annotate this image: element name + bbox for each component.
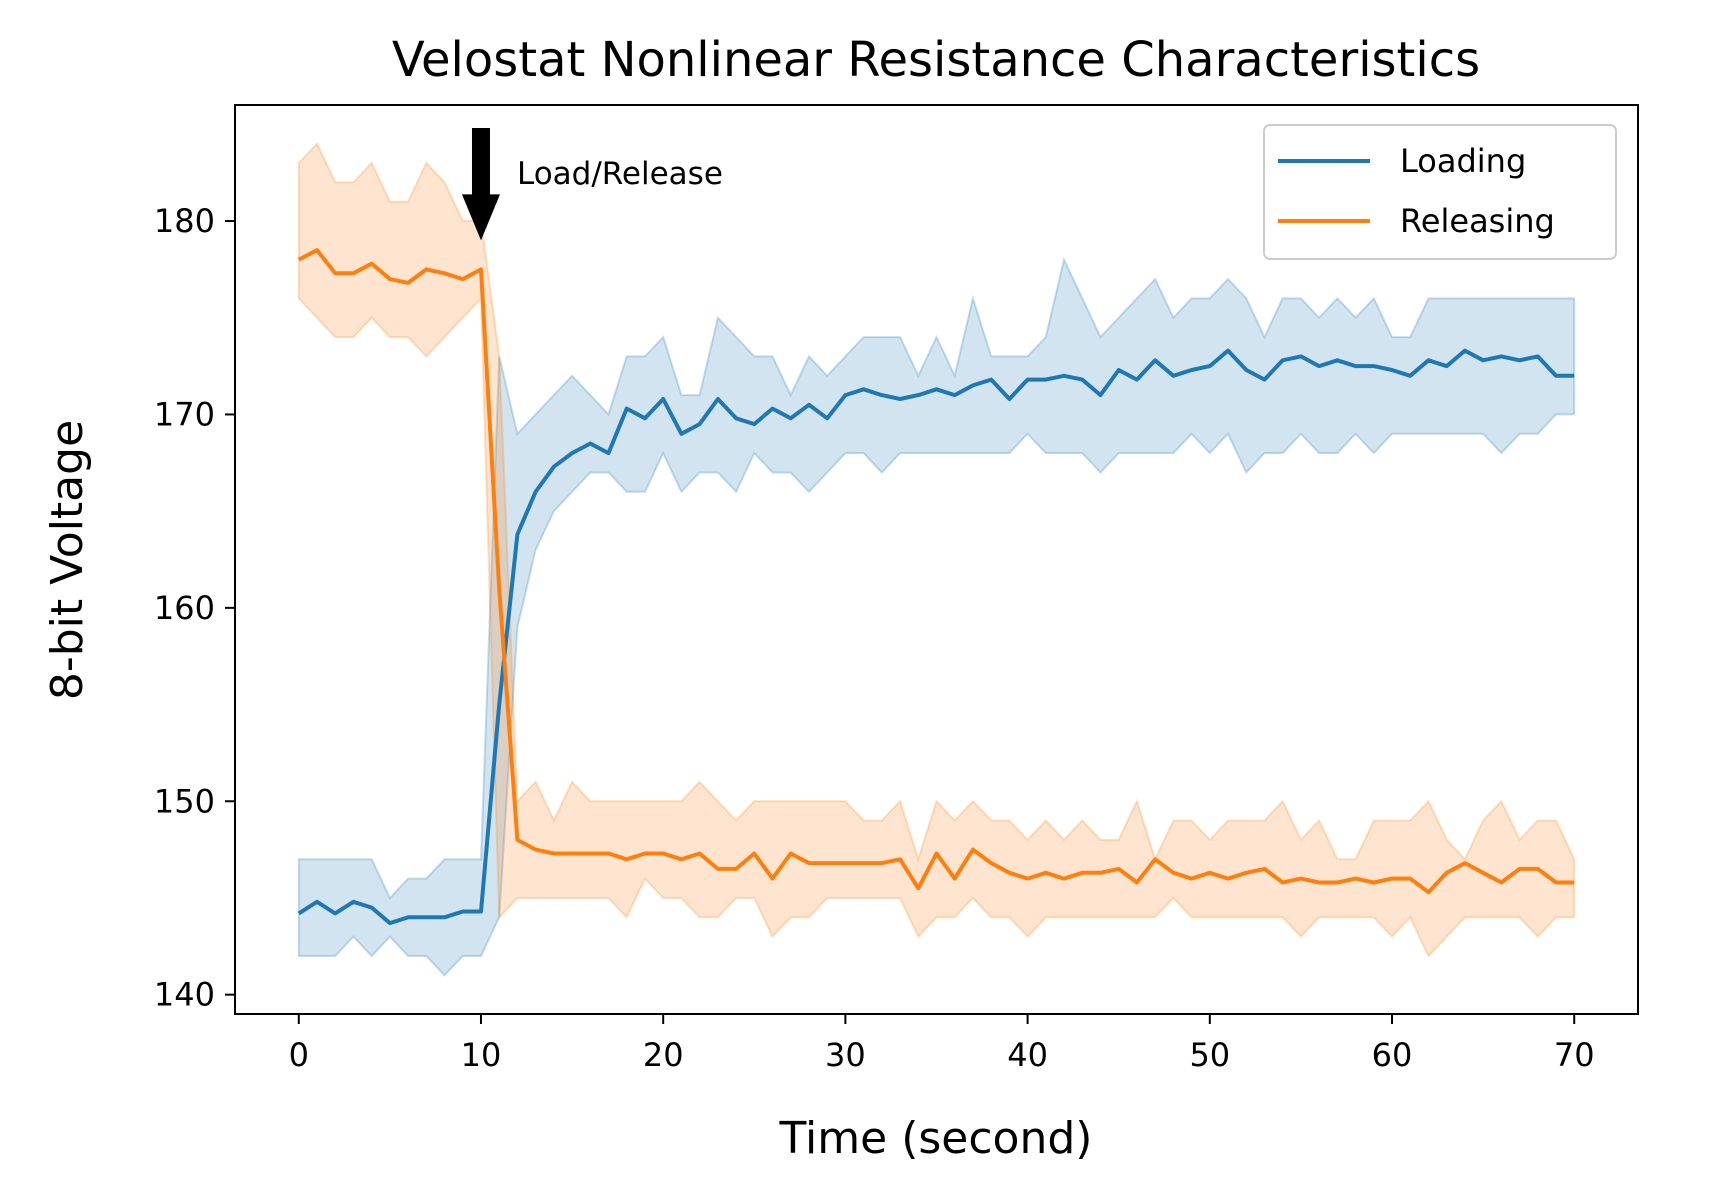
x-axis: 0 10 20 30 40 50 60 70	[289, 1014, 1595, 1074]
annotation-arrow-shaft	[471, 128, 490, 197]
plot-area: Load/Release	[297, 128, 1576, 977]
x-tick-label: 30	[825, 1036, 866, 1074]
chart-title: Velostat Nonlinear Resistance Characteri…	[392, 32, 1480, 88]
legend-label: Releasing	[1400, 202, 1555, 240]
plot-frame	[234, 104, 1639, 1015]
y-axis-label: 8-bit Voltage	[42, 420, 93, 700]
x-tick-label: 50	[1189, 1036, 1230, 1074]
y-tick-label: 160	[154, 589, 215, 627]
x-tick-label: 40	[1007, 1036, 1048, 1074]
x-tick-label: 0	[289, 1036, 309, 1074]
y-tick-label: 140	[154, 976, 215, 1014]
y-tick-label: 150	[154, 782, 215, 820]
x-axis-label: Time (second)	[779, 1113, 1093, 1164]
releasing-line	[297, 248, 1575, 895]
x-tick-label: 20	[643, 1036, 684, 1074]
legend-label: Loading	[1400, 142, 1526, 180]
y-tick-label: 170	[154, 395, 215, 433]
y-axis: 140 150 160 170 180	[154, 202, 235, 1014]
loading-band	[297, 256, 1576, 977]
x-tick-label: 10	[461, 1036, 502, 1074]
annotation-label: Load/Release	[517, 156, 723, 192]
legend-box	[1263, 124, 1617, 260]
x-tick-label: 60	[1372, 1036, 1413, 1074]
legend: Loading Releasing	[1263, 124, 1617, 260]
x-tick-label: 70	[1554, 1036, 1595, 1074]
annotation-arrow-head	[461, 194, 500, 241]
loading-line	[297, 348, 1575, 926]
y-tick-label: 180	[154, 202, 215, 240]
